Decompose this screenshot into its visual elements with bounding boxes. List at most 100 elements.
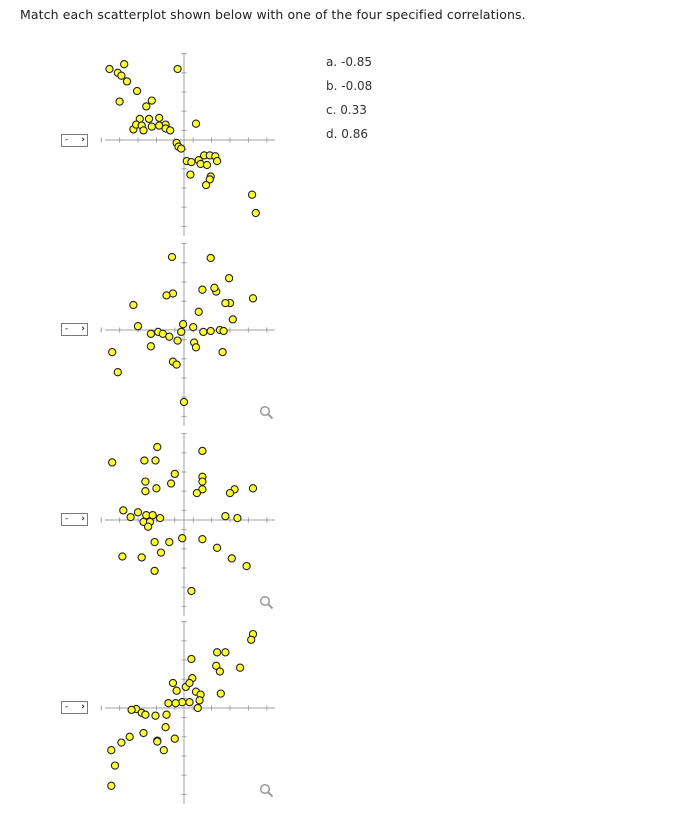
data-point — [185, 678, 194, 688]
data-point — [225, 488, 235, 498]
data-point — [212, 661, 221, 670]
data-point — [198, 485, 207, 494]
data-point — [189, 322, 198, 332]
data-point — [150, 537, 159, 547]
option-a: a. -0.85 — [326, 55, 373, 69]
data-point — [147, 122, 156, 131]
data-point — [173, 64, 182, 74]
chevron-down-icon: › — [81, 514, 85, 524]
data-point — [153, 737, 162, 746]
data-point — [118, 552, 127, 561]
data-point — [144, 114, 154, 124]
data-point — [105, 64, 114, 74]
scatterplot-2 — [100, 243, 275, 426]
select-value: - — [65, 324, 69, 334]
magnifier-icon[interactable] — [259, 405, 274, 420]
data-point — [117, 738, 126, 747]
magnifier-icon[interactable] — [259, 595, 274, 610]
data-point — [198, 477, 207, 486]
data-point — [186, 170, 195, 179]
option-b: b. -0.08 — [326, 79, 373, 93]
data-point — [142, 102, 151, 111]
data-point — [162, 710, 171, 719]
data-point — [185, 698, 194, 707]
correlation-select-1[interactable]: - › — [61, 134, 88, 147]
data-point — [247, 635, 256, 644]
data-point — [248, 294, 258, 303]
data-point — [139, 728, 148, 738]
data-point — [113, 368, 122, 377]
data-point — [199, 327, 208, 337]
option-c: c. 0.33 — [326, 103, 367, 117]
data-point — [108, 347, 117, 357]
data-point — [159, 746, 168, 755]
data-point — [120, 60, 129, 69]
data-point — [228, 315, 237, 324]
data-point — [132, 86, 142, 96]
question-prompt: Match each scatterplot shown below with … — [20, 7, 526, 22]
scatterplot-item-3: - › — [0, 430, 300, 620]
scatterplot-item-1: - › — [0, 50, 300, 240]
data-point — [141, 477, 150, 486]
data-point — [210, 283, 219, 292]
data-point — [178, 534, 187, 543]
data-point — [218, 347, 227, 357]
correlation-select-4[interactable]: - › — [61, 701, 88, 714]
data-point — [164, 699, 173, 708]
scatterplot-1 — [100, 53, 275, 236]
data-point — [171, 699, 180, 708]
chevron-down-icon: › — [81, 135, 85, 145]
data-point — [177, 327, 186, 337]
data-point — [147, 96, 156, 105]
data-point — [119, 506, 128, 515]
data-point — [146, 342, 156, 351]
magnifier-icon[interactable] — [259, 783, 274, 798]
data-point — [198, 285, 207, 294]
data-point — [151, 711, 160, 720]
data-point — [187, 157, 196, 167]
data-point — [215, 667, 225, 676]
data-point — [155, 513, 165, 523]
data-point — [139, 126, 148, 135]
data-point — [178, 320, 188, 329]
data-point — [248, 484, 258, 493]
data-point — [168, 678, 178, 688]
data-point — [227, 554, 236, 563]
data-point — [251, 208, 260, 218]
data-point — [195, 696, 204, 705]
data-point — [165, 332, 174, 341]
data-point — [133, 322, 143, 331]
data-point — [110, 761, 120, 770]
data-point — [205, 175, 214, 184]
data-point — [125, 732, 134, 741]
data-point — [192, 488, 202, 498]
data-point — [133, 508, 143, 517]
data-point — [198, 446, 207, 456]
data-point — [166, 479, 176, 488]
data-point — [127, 705, 136, 715]
data-point — [206, 253, 215, 263]
data-point — [170, 734, 179, 743]
scatterplot-4 — [100, 621, 275, 804]
correlation-options: a. -0.85 b. -0.08 c. 0.33 d. 0.86 — [326, 54, 372, 150]
correlation-select-3[interactable]: - › — [61, 513, 88, 526]
data-point — [235, 663, 245, 672]
data-point — [141, 710, 150, 719]
data-point — [165, 537, 174, 547]
data-point — [108, 458, 117, 467]
data-point — [172, 686, 181, 695]
data-point — [221, 298, 230, 308]
data-point — [162, 291, 171, 300]
data-point — [177, 144, 186, 153]
scatterplot-item-4: - › — [0, 618, 300, 808]
chevron-down-icon: › — [81, 324, 85, 334]
data-point — [117, 71, 126, 80]
data-point — [191, 343, 201, 352]
data-point — [150, 566, 159, 576]
correlation-select-2[interactable]: - › — [61, 323, 88, 336]
data-point — [242, 561, 251, 571]
data-point — [219, 326, 228, 336]
data-point — [233, 513, 242, 523]
data-point — [170, 469, 179, 479]
data-point — [122, 77, 132, 86]
